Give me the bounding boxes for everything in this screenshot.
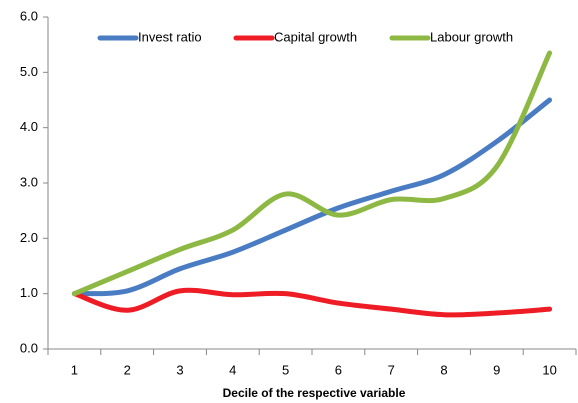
legend-label: Labour growth [430, 29, 513, 44]
x-tick-label: 2 [124, 362, 131, 377]
legend-label: Invest ratio [138, 29, 202, 44]
x-tick-label: 5 [282, 362, 289, 377]
legend-label: Capital growth [274, 29, 357, 44]
y-tick-label: 1.0 [20, 285, 38, 300]
y-tick-label: 3.0 [20, 174, 38, 189]
x-tick-label: 8 [440, 362, 447, 377]
x-tick-label: 9 [493, 362, 500, 377]
series-line [71, 50, 553, 297]
y-tick-label: 2.0 [20, 230, 38, 245]
y-tick-label: 0.0 [20, 340, 38, 355]
series-line [71, 97, 553, 297]
x-tick-label: 6 [335, 362, 342, 377]
x-tick-label: 7 [388, 362, 395, 377]
x-tick-label: 3 [176, 362, 183, 377]
x-tick-label: 1 [71, 362, 78, 377]
y-tick-label: 6.0 [20, 8, 38, 23]
x-tick-label: 10 [542, 362, 556, 377]
y-tick-label: 4.0 [20, 119, 38, 134]
x-tick-label: 4 [229, 362, 236, 377]
x-axis-label: Decile of the respective variable [223, 386, 406, 400]
series-line [71, 287, 553, 318]
y-tick-label: 5.0 [20, 64, 38, 79]
